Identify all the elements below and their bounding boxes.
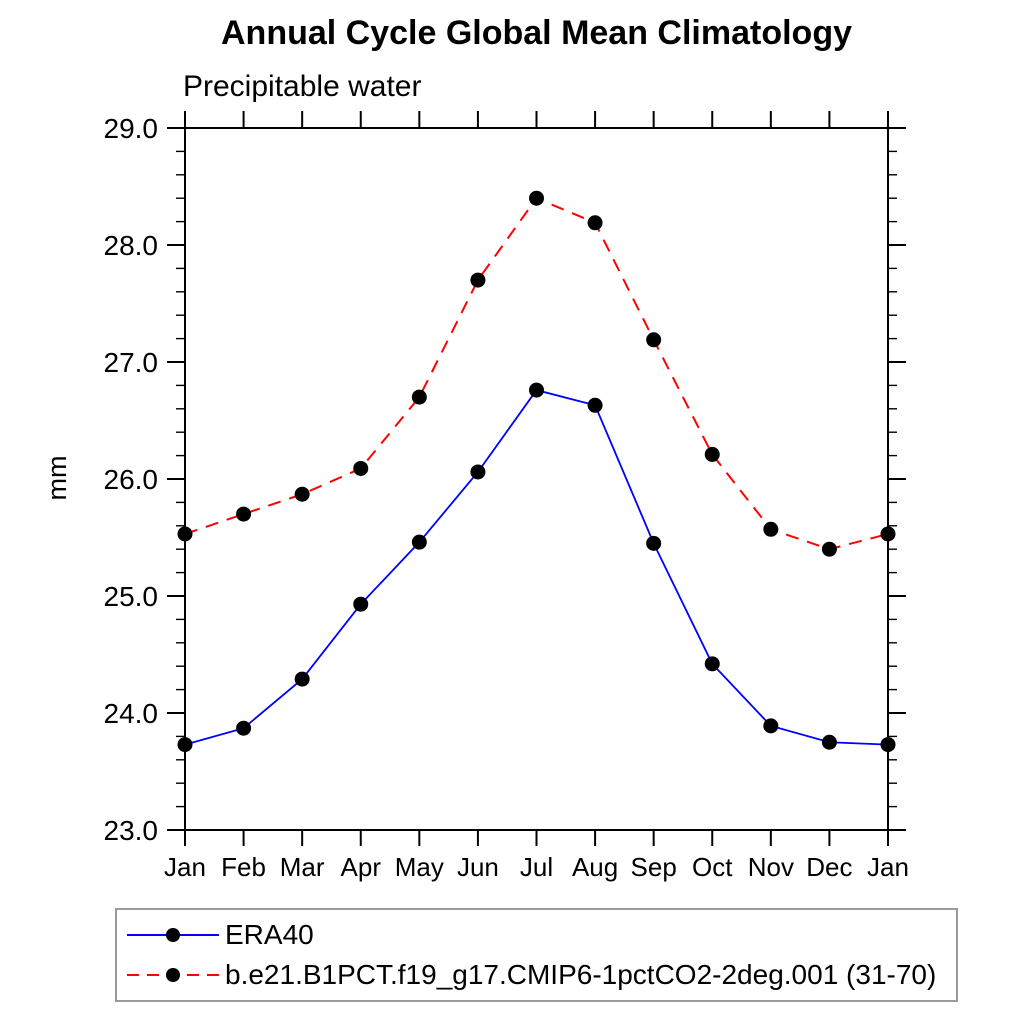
- y-tick-label: 29.0: [104, 113, 159, 144]
- chart-subtitle: Precipitable water: [183, 70, 422, 103]
- era40-data-point: [177, 737, 193, 753]
- x-tick-label: Feb: [221, 852, 266, 882]
- y-tick-label: 28.0: [104, 230, 159, 261]
- series-line-model: [184, 196, 889, 551]
- model-data-point: [470, 272, 486, 288]
- y-tick-label: 26.0: [104, 464, 159, 495]
- x-tick-label: Jan: [164, 852, 206, 882]
- legend-row-era40: ERA40: [117, 915, 956, 955]
- model-data-point: [411, 389, 427, 405]
- era40-data-point: [529, 382, 544, 398]
- x-tick-label: Oct: [692, 852, 733, 882]
- x-tick-label: Nov: [748, 852, 794, 882]
- model-data-point: [236, 506, 252, 522]
- model-data-point: [646, 332, 662, 348]
- model-data-point: [177, 526, 193, 542]
- x-tick-label: May: [395, 852, 444, 882]
- legend-label-era40: ERA40: [225, 919, 314, 950]
- x-tick-label: Jul: [520, 852, 553, 882]
- y-tick-label: 27.0: [104, 347, 159, 378]
- era40-data-point: [470, 464, 486, 480]
- x-tick-label: Aug: [572, 852, 618, 882]
- model-line-sample-icon: [127, 968, 219, 982]
- era40-data-point: [353, 596, 369, 612]
- model-data-point: [880, 526, 896, 542]
- era40-data-point: [411, 534, 427, 550]
- series-line-era40: [184, 389, 889, 746]
- era40-data-point: [294, 671, 310, 687]
- model-data-point: [529, 190, 544, 206]
- legend-row-model: b.e21.B1PCT.f19_g17.CMIP6-1pctCO2-2deg.0…: [117, 955, 956, 995]
- x-tick-label: Mar: [280, 852, 325, 882]
- era40-data-point: [646, 535, 662, 551]
- model-data-point: [763, 521, 779, 537]
- y-tick-label: 25.0: [104, 581, 159, 612]
- model-data-point: [587, 215, 603, 231]
- era40-data-point: [763, 718, 779, 734]
- model-data-point: [704, 446, 720, 462]
- era40-data-point: [821, 734, 837, 750]
- era40-data-point: [236, 720, 252, 736]
- x-tick-label: Sep: [631, 852, 677, 882]
- legend-box: ERA40 b.e21.B1PCT.f19_g17.CMIP6-1pctCO2-…: [115, 908, 958, 1002]
- era40-data-point: [880, 737, 896, 753]
- era40-data-point: [704, 656, 720, 672]
- y-tick-label: 24.0: [104, 698, 159, 729]
- model-data-point: [294, 486, 310, 502]
- model-data-point: [821, 541, 837, 557]
- x-tick-label: Jun: [457, 852, 499, 882]
- y-axis-title: mm: [42, 456, 72, 501]
- x-tick-label: Jan: [867, 852, 909, 882]
- x-tick-label: Dec: [806, 852, 852, 882]
- model-data-point: [353, 460, 369, 476]
- era40-line-sample-icon: [127, 928, 219, 942]
- axis-frame: [184, 127, 889, 831]
- legend-label-model: b.e21.B1PCT.f19_g17.CMIP6-1pctCO2-2deg.0…: [225, 959, 937, 990]
- era40-data-point: [587, 397, 603, 413]
- x-tick-label: Apr: [341, 852, 382, 882]
- page-title: Annual Cycle Global Mean Climatology: [221, 14, 852, 52]
- y-tick-label: 23.0: [104, 815, 159, 846]
